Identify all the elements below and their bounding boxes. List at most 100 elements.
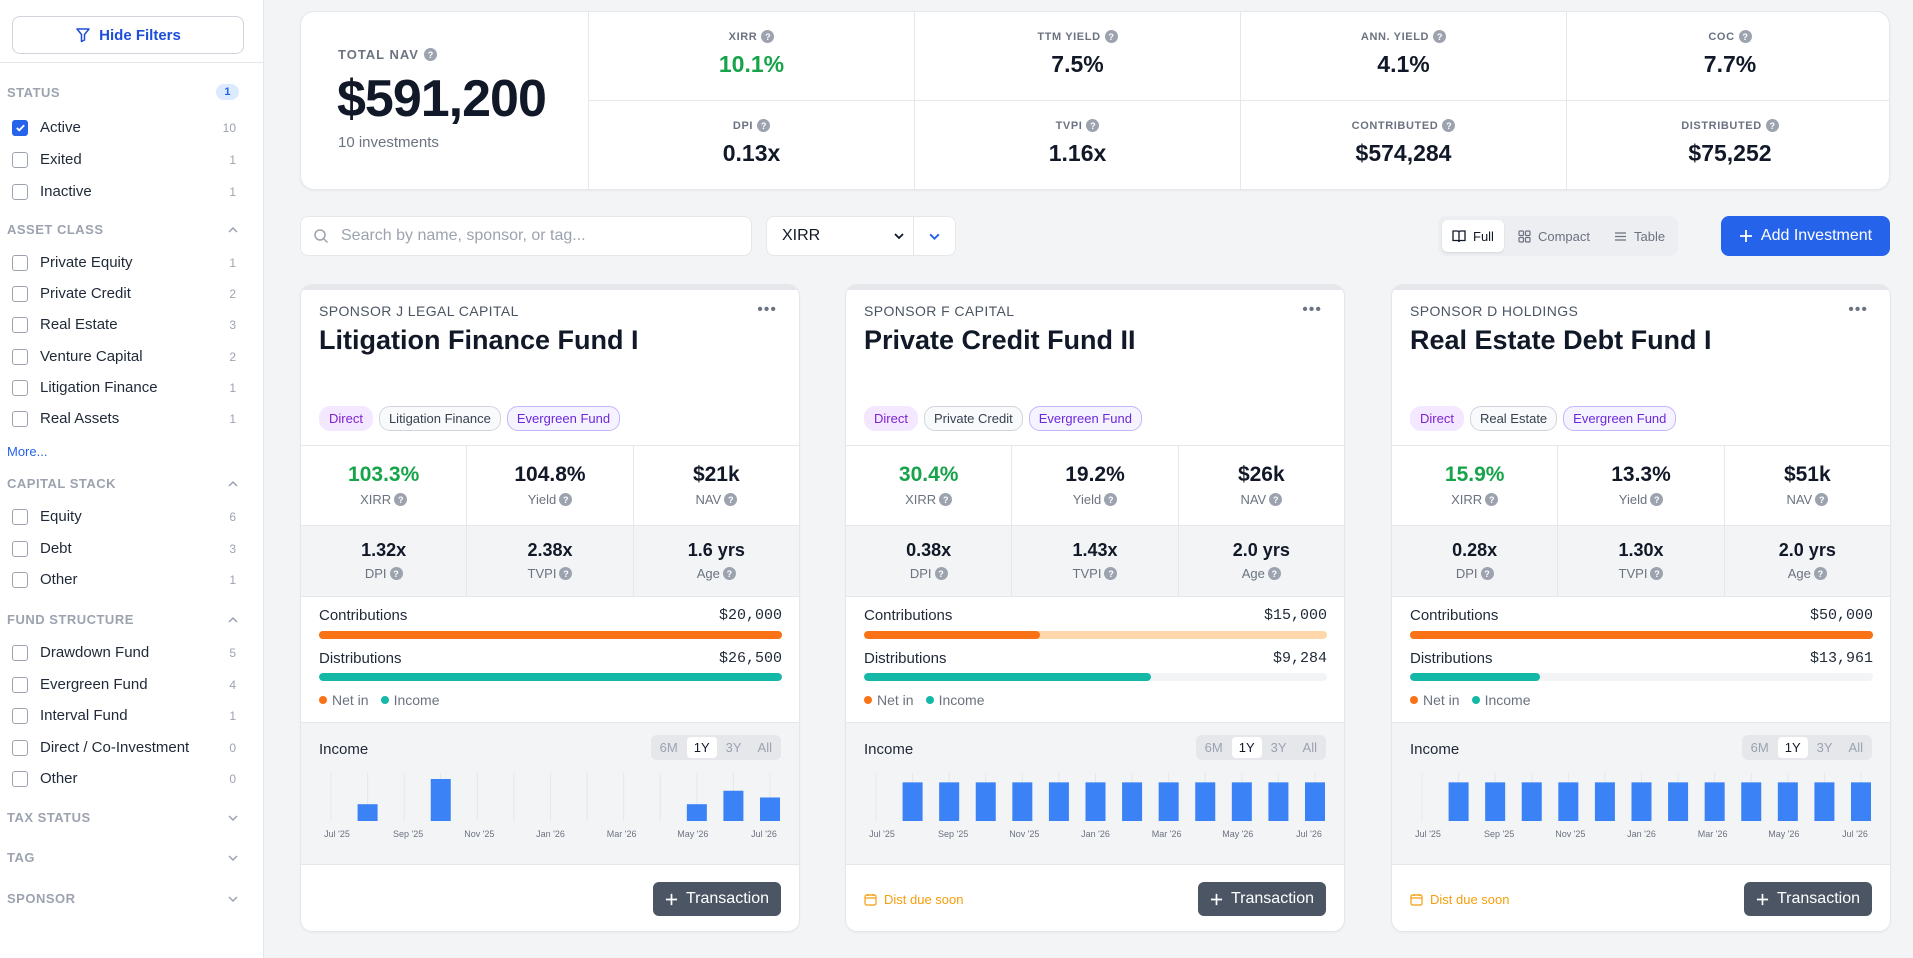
tag-chip[interactable]: Evergreen Fund	[506, 406, 621, 431]
income-bar[interactable]	[1158, 782, 1179, 821]
income-bar[interactable]	[1741, 782, 1762, 821]
help-icon[interactable]: ?	[1269, 493, 1283, 506]
filter-option-real-estate[interactable]: Real Estate 3	[12, 316, 236, 333]
add-transaction-button[interactable]: Transaction	[653, 882, 781, 916]
hide-filters-button[interactable]: Hide Filters	[12, 16, 244, 54]
income-bar[interactable]	[902, 782, 923, 821]
income-bar[interactable]	[1268, 782, 1289, 821]
checkbox[interactable]	[12, 183, 28, 200]
filter-option-direct-co-investment[interactable]: Direct / Co-Investment 0	[12, 739, 236, 756]
income-bar[interactable]	[686, 804, 707, 821]
income-bar[interactable]	[1012, 782, 1033, 821]
filter-option-venture-capital[interactable]: Venture Capital 2	[12, 348, 236, 365]
range-all-button[interactable]: All	[1848, 740, 1863, 755]
range-3y-button[interactable]: 3Y	[725, 740, 742, 755]
checkbox[interactable]	[12, 770, 28, 787]
add-transaction-button[interactable]: Transaction	[1198, 882, 1326, 916]
checkbox[interactable]	[12, 151, 28, 168]
more-options-icon[interactable]: •••	[1302, 301, 1322, 318]
income-bar[interactable]	[975, 782, 996, 821]
income-bar[interactable]	[939, 782, 960, 821]
view-compact-button[interactable]: Compact	[1508, 220, 1600, 252]
tax-status-section-header[interactable]: TAX STATUS	[7, 810, 239, 825]
help-icon[interactable]: ?	[724, 493, 738, 506]
income-bar[interactable]	[1448, 782, 1469, 821]
filter-option-evergreen-fund[interactable]: Evergreen Fund 4	[12, 676, 236, 693]
checkbox[interactable]	[12, 348, 28, 365]
range-6m-button[interactable]: 6M	[659, 740, 678, 755]
tag-chip[interactable]: Evergreen Fund	[1028, 406, 1142, 431]
tag-chip[interactable]: Direct	[1410, 406, 1464, 431]
filter-option-debt[interactable]: Debt 3	[12, 540, 236, 557]
income-bar[interactable]	[1485, 782, 1506, 821]
checkbox[interactable]	[12, 316, 28, 333]
tag-chip[interactable]: Private Credit	[923, 406, 1023, 431]
checkbox[interactable]	[12, 540, 28, 557]
tag-chip[interactable]: Real Estate	[1469, 406, 1558, 431]
filter-option-active[interactable]: Active 10	[12, 119, 236, 136]
filter-option-drawdown-fund[interactable]: Drawdown Fund 5	[12, 644, 236, 661]
filter-option-real-assets[interactable]: Real Assets 1	[12, 410, 236, 427]
help-icon[interactable]: ?	[1485, 493, 1499, 506]
filter-option-private-credit[interactable]: Private Credit 2	[12, 285, 236, 302]
help-icon[interactable]: ?	[1104, 567, 1118, 580]
help-icon[interactable]: ?	[1442, 119, 1456, 132]
checkbox[interactable]	[12, 739, 28, 756]
fund-structure-section-header[interactable]: FUND STRUCTURE	[7, 612, 239, 627]
status-section-header[interactable]: STATUS 1	[7, 84, 239, 100]
income-bar[interactable]	[723, 790, 744, 821]
tag-chip[interactable]: Evergreen Fund	[1563, 406, 1677, 431]
card-title[interactable]: Litigation Finance Fund I	[319, 325, 639, 355]
income-bar[interactable]	[1851, 782, 1871, 821]
help-icon[interactable]: ?	[394, 493, 408, 506]
checkbox-checked[interactable]	[12, 119, 28, 136]
checkbox[interactable]	[12, 285, 28, 302]
tag-chip[interactable]: Direct	[319, 406, 373, 431]
help-icon[interactable]: ?	[1650, 567, 1664, 580]
income-bar[interactable]	[1704, 782, 1725, 821]
view-full-button[interactable]: Full	[1442, 220, 1504, 252]
sponsor-section-header[interactable]: SPONSOR	[7, 891, 239, 906]
income-bar[interactable]	[1305, 782, 1325, 821]
investment-card[interactable]: SPONSOR J LEGAL CAPITAL ••• Litigation F…	[300, 284, 800, 932]
more-options-icon[interactable]: •••	[1848, 301, 1868, 318]
income-bar[interactable]	[1814, 782, 1835, 821]
help-icon[interactable]: ?	[1650, 493, 1664, 506]
add-investment-button[interactable]: Add Investment	[1721, 216, 1890, 256]
income-bar[interactable]	[1668, 782, 1689, 821]
filter-option-inactive[interactable]: Inactive 1	[12, 183, 236, 200]
range-6m-button[interactable]: 6M	[1204, 740, 1223, 755]
card-title[interactable]: Private Credit Fund II	[864, 325, 1136, 355]
filter-option-exited[interactable]: Exited 1	[12, 151, 236, 168]
income-bar[interactable]	[430, 779, 451, 821]
checkbox[interactable]	[12, 644, 28, 661]
checkbox[interactable]	[12, 410, 28, 427]
income-bar[interactable]	[1777, 782, 1798, 821]
income-bar[interactable]	[1631, 782, 1652, 821]
filter-option-other-stack[interactable]: Other 1	[12, 571, 236, 588]
sort-select[interactable]: XIRR	[766, 216, 956, 256]
range-6m-button[interactable]: 6M	[1750, 740, 1769, 755]
range-all-button[interactable]: All	[1302, 740, 1317, 755]
filter-option-other-structure[interactable]: Other 0	[12, 770, 236, 787]
income-bar[interactable]	[1594, 782, 1615, 821]
help-icon[interactable]: ?	[722, 567, 736, 580]
help-icon[interactable]: ?	[1104, 30, 1118, 43]
checkbox[interactable]	[12, 676, 28, 693]
more-options-icon[interactable]: •••	[757, 301, 777, 318]
help-icon[interactable]: ?	[1267, 567, 1281, 580]
help-icon[interactable]: ?	[423, 48, 437, 61]
checkbox[interactable]	[12, 571, 28, 588]
asset-class-section-header[interactable]: ASSET CLASS	[7, 222, 239, 237]
help-icon[interactable]: ?	[389, 567, 403, 580]
checkbox[interactable]	[12, 508, 28, 525]
search-input[interactable]: Search by name, sponsor, or tag...	[300, 216, 752, 256]
checkbox[interactable]	[12, 707, 28, 724]
help-icon[interactable]: ?	[559, 493, 573, 506]
card-title[interactable]: Real Estate Debt Fund I	[1410, 325, 1712, 355]
help-icon[interactable]: ?	[757, 119, 771, 132]
more-asset-classes-link[interactable]: More...	[7, 444, 48, 459]
add-transaction-button[interactable]: Transaction	[1744, 882, 1872, 916]
filter-option-equity[interactable]: Equity 6	[12, 508, 236, 525]
tag-chip[interactable]: Direct	[864, 406, 918, 431]
